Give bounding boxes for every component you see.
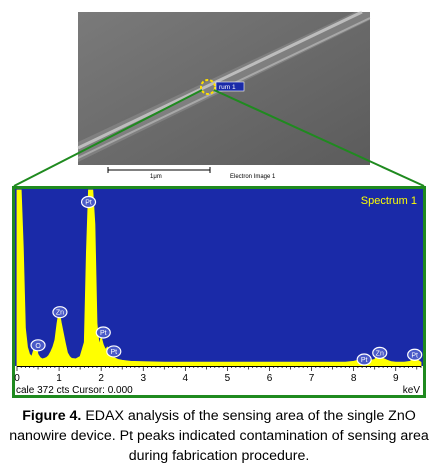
x-axis-label: keV bbox=[403, 385, 421, 396]
peak-label-text: Pt bbox=[411, 352, 418, 359]
peak-label-marker bbox=[80, 195, 97, 209]
peak-label-text: O bbox=[35, 343, 41, 350]
peak-label-marker bbox=[407, 348, 423, 361]
peak-label-marker bbox=[106, 345, 122, 358]
overlay-label: rum 1 bbox=[219, 84, 236, 91]
peak-label-text: Pt bbox=[110, 349, 117, 356]
peak-label-text: Pt bbox=[85, 200, 92, 207]
image-label: Electron Image 1 bbox=[230, 174, 276, 180]
peak-label-text: Pt bbox=[361, 357, 368, 364]
x-tick-label: 0 bbox=[14, 373, 20, 384]
peak-label: Pt bbox=[407, 348, 423, 361]
x-tick-label: 7 bbox=[309, 373, 315, 384]
x-tick-label: 9 bbox=[393, 373, 399, 384]
peak-label: Pt bbox=[356, 353, 372, 366]
selection-circle bbox=[200, 79, 216, 95]
peak-label-marker bbox=[30, 339, 46, 352]
x-axis: 0 1 2 3 4 5 6 7 8 9 bbox=[14, 366, 422, 384]
chart-footer: cale 372 cts Cursor: 0.000 bbox=[16, 385, 133, 396]
plot-area bbox=[15, 189, 423, 366]
nanowire-edge bbox=[77, 10, 363, 150]
peak-label-layer: Pt Zn O Pt Pt Pt Zn Pt bbox=[30, 195, 423, 366]
peak-label-text: Zn bbox=[376, 350, 384, 357]
peak-label-marker bbox=[52, 306, 68, 319]
peak-label: Pt bbox=[106, 345, 122, 358]
chart-title: Spectrum 1 bbox=[361, 195, 417, 207]
connector-line-right bbox=[213, 89, 425, 187]
peak-label-marker bbox=[95, 326, 111, 339]
peak-label-text: Pt bbox=[100, 330, 107, 337]
overlay-label-box bbox=[215, 81, 245, 92]
connector-line-left bbox=[13, 89, 203, 187]
x-tick-label: 8 bbox=[351, 373, 357, 384]
peak-label-marker bbox=[372, 346, 388, 359]
scale-label: 1μm bbox=[150, 174, 162, 180]
peak-label: Zn bbox=[52, 306, 68, 319]
peak-label-text: Zn bbox=[56, 310, 64, 317]
sem-info-bar bbox=[78, 165, 370, 180]
caption-label: Figure 4. bbox=[22, 408, 82, 424]
x-tick-label: 2 bbox=[98, 373, 104, 384]
sem-image: 1μm Electron Image 1 rum 1 bbox=[77, 10, 371, 180]
x-tick-label: 5 bbox=[225, 373, 231, 384]
x-tick-label: 1 bbox=[56, 373, 62, 384]
peak-label: O bbox=[30, 339, 46, 352]
peak-label-marker bbox=[356, 353, 372, 366]
x-tick-label: 3 bbox=[140, 373, 146, 384]
peak-label: Pt bbox=[95, 326, 111, 339]
x-tick-label: 6 bbox=[267, 373, 273, 384]
x-tick-label: 4 bbox=[183, 373, 189, 384]
peak-label: Pt bbox=[80, 195, 97, 209]
caption-text: EDAX analysis of the sensing area of the… bbox=[9, 408, 429, 464]
peak-label: Zn bbox=[372, 346, 388, 359]
figure-caption: Figure 4. EDAX analysis of the sensing a… bbox=[8, 406, 430, 466]
